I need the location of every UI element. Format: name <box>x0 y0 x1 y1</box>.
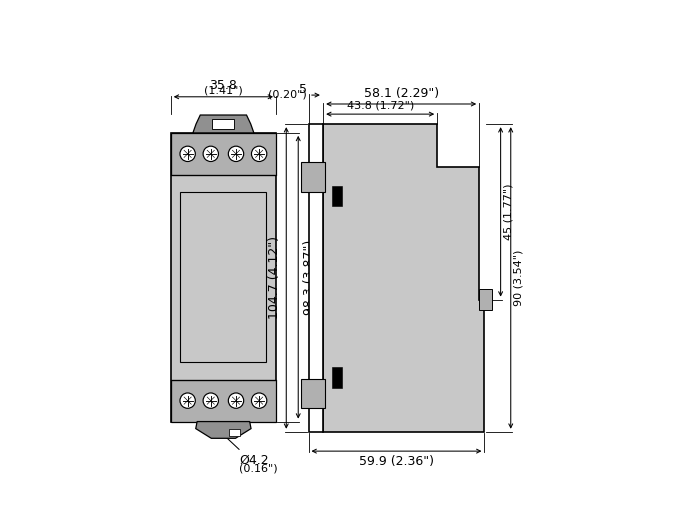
Circle shape <box>251 146 266 161</box>
Text: (0.20"): (0.20") <box>268 89 306 99</box>
Bar <box>171 133 276 175</box>
Text: (1.41"): (1.41") <box>204 86 242 96</box>
Bar <box>332 367 342 388</box>
Text: Ø4.2: Ø4.2 <box>239 453 269 467</box>
Circle shape <box>228 393 244 408</box>
Bar <box>212 119 234 129</box>
Text: 104.7 (4.12"): 104.7 (4.12") <box>269 237 282 319</box>
Text: 59.9 (2.36"): 59.9 (2.36") <box>359 455 434 468</box>
Circle shape <box>228 146 244 161</box>
Circle shape <box>203 393 219 408</box>
Text: 43.8 (1.72"): 43.8 (1.72") <box>347 101 414 111</box>
Text: 58.1 (2.29"): 58.1 (2.29") <box>364 87 438 100</box>
Bar <box>229 429 240 436</box>
Text: 5: 5 <box>299 83 306 96</box>
Bar <box>332 186 342 207</box>
Bar <box>301 379 325 408</box>
Bar <box>308 124 323 432</box>
Polygon shape <box>323 124 484 432</box>
Text: 90 (3.54"): 90 (3.54") <box>514 250 524 306</box>
Polygon shape <box>193 115 254 133</box>
Bar <box>171 380 276 421</box>
Bar <box>479 289 493 310</box>
Text: 45 (1.77"): 45 (1.77") <box>504 184 514 240</box>
Polygon shape <box>196 421 251 438</box>
Bar <box>301 163 325 192</box>
Text: 98.3 (3.87"): 98.3 (3.87") <box>303 240 316 315</box>
Circle shape <box>180 146 195 161</box>
Text: (0.16"): (0.16") <box>239 463 278 473</box>
Text: 35.8: 35.8 <box>210 78 237 92</box>
Bar <box>180 192 266 362</box>
Bar <box>171 133 276 421</box>
Circle shape <box>251 393 266 408</box>
Circle shape <box>180 393 195 408</box>
Circle shape <box>203 146 219 161</box>
